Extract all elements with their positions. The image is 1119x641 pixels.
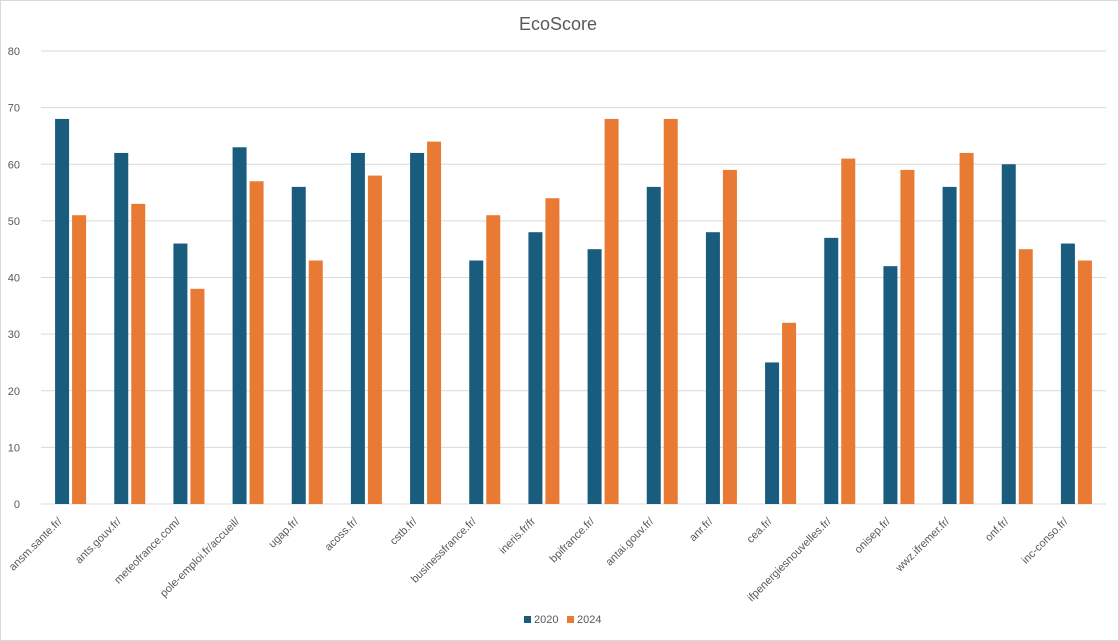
gridlines — [41, 50, 1106, 505]
x-tick-label: ants.gouv.fr/ — [73, 515, 124, 566]
x-tick-label: ugap.fr/ — [267, 515, 303, 551]
bar-2024-15 — [959, 152, 974, 505]
bar-2020-14 — [883, 266, 898, 504]
bar-2020-8 — [528, 232, 543, 504]
legend-swatch-2024 — [567, 616, 574, 623]
bar-2020-6 — [410, 152, 425, 505]
bar-2024-10 — [663, 118, 678, 504]
bar-2020-13 — [824, 237, 839, 505]
bar-2020-12 — [765, 362, 780, 504]
bar-2024-12 — [782, 322, 797, 504]
y-tick-label: 80 — [8, 46, 20, 58]
bar-2024-11 — [722, 169, 737, 504]
bar-2024-17 — [1077, 260, 1092, 504]
bar-2024-3 — [249, 181, 264, 505]
bar-2024-5 — [367, 175, 382, 504]
bar-2020-3 — [232, 147, 247, 504]
bar-2020-5 — [350, 152, 365, 505]
bar-2020-9 — [587, 249, 602, 504]
x-tick-label: ineris.fr/fr — [497, 515, 538, 556]
bar-2024-14 — [900, 169, 915, 504]
legend-swatch-2020 — [524, 616, 531, 623]
bar-2024-2 — [190, 288, 205, 504]
bar-2024-7 — [486, 215, 501, 504]
bar-2020-15 — [942, 186, 957, 504]
x-tick-label: inc-conso.fr/ — [1020, 515, 1072, 567]
y-tick-label: 10 — [8, 442, 20, 454]
bar-2020-10 — [646, 186, 661, 504]
x-tick-label: anr.fr/ — [687, 515, 716, 544]
legend-label-2024: 2024 — [577, 614, 601, 626]
x-tick-label: onf.fr/ — [983, 515, 1012, 544]
bar-2024-13 — [841, 158, 856, 504]
bar-2024-16 — [1018, 249, 1033, 504]
bar-2024-4 — [308, 260, 323, 504]
bar-2024-0 — [72, 215, 87, 504]
bar-2020-7 — [469, 260, 484, 504]
bar-2020-0 — [55, 118, 70, 504]
bars — [55, 118, 1092, 505]
bar-2020-16 — [1001, 164, 1016, 504]
bar-2020-11 — [705, 232, 720, 504]
bar-2020-1 — [114, 152, 129, 505]
x-tick-label: bpifrance.fr/ — [548, 515, 598, 565]
bar-2020-4 — [291, 186, 306, 504]
y-tick-label: 30 — [8, 329, 20, 341]
bar-2024-6 — [427, 141, 442, 504]
x-tick-label: antai.gouv.fr/ — [603, 515, 657, 569]
legend-label-2020: 2020 — [534, 614, 558, 626]
y-tick-label: 40 — [8, 273, 20, 285]
x-tick-label: onisep.fr/ — [853, 515, 894, 556]
x-tick-label: cstb.fr/ — [388, 515, 420, 547]
bar-2024-9 — [604, 118, 619, 504]
bar-2020-2 — [173, 243, 188, 504]
y-tick-label: 0 — [14, 499, 20, 511]
bar-2024-8 — [545, 198, 560, 504]
x-tick-label: cea.fr/ — [745, 515, 776, 546]
chart-title: EcoScore — [519, 14, 597, 34]
x-tick-label: ansm.sante.fr/ — [7, 515, 65, 573]
x-tick-label: acoss.fr/ — [323, 515, 362, 554]
y-tick-label: 20 — [8, 386, 20, 398]
x-axis-ticks: ansm.sante.fr/ants.gouv.fr/meteofrance.c… — [7, 515, 1071, 604]
bar-2024-1 — [131, 203, 146, 504]
legend: 2020 2024 — [524, 614, 601, 626]
y-tick-label: 60 — [8, 159, 20, 171]
y-tick-label: 70 — [8, 103, 20, 115]
bar-2020-17 — [1060, 243, 1075, 504]
x-tick-label: wwz.ifremer.fr/ — [893, 515, 953, 575]
y-tick-label: 50 — [8, 216, 20, 228]
x-tick-label: businessfrance.fr/ — [409, 515, 480, 586]
y-axis-ticks: 0 10 20 30 40 50 60 70 80 — [8, 46, 20, 511]
